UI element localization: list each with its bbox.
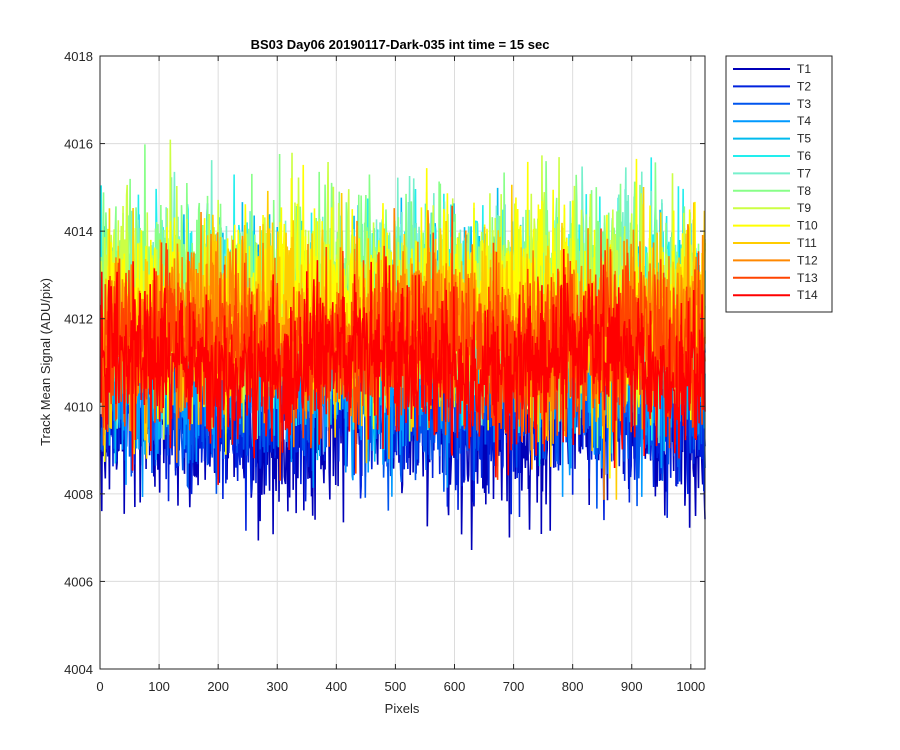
y-tick-label: 4016	[64, 137, 93, 152]
legend-label-t2: T2	[797, 79, 811, 93]
y-tick-label: 4012	[64, 312, 93, 327]
x-tick-label: 500	[385, 679, 407, 694]
legend-box	[725, 55, 833, 313]
y-tick-label: 4010	[64, 399, 93, 414]
legend-label-t7: T7	[797, 166, 811, 180]
x-tick-label: 700	[503, 679, 525, 694]
legend-label-t4: T4	[797, 114, 811, 128]
x-tick-label: 900	[621, 679, 643, 694]
legend-label-t8: T8	[797, 184, 811, 198]
x-tick-label: 400	[325, 679, 347, 694]
x-axis-label: Pixels	[385, 701, 420, 716]
legend-label-t12: T12	[797, 253, 818, 267]
y-axis-label: Track Mean Signal (ADU/pix)	[38, 278, 53, 446]
x-tick-label: 1000	[676, 679, 705, 694]
series-line-t14	[99, 248, 706, 485]
legend-label-t13: T13	[797, 271, 818, 285]
legend-label-t1: T1	[797, 62, 811, 76]
legend-label-t14: T14	[797, 288, 818, 302]
plot-frame	[99, 55, 706, 670]
x-tick-label: 200	[207, 679, 229, 694]
x-tick-label: 300	[266, 679, 288, 694]
legend-label-t11: T11	[797, 236, 817, 250]
legend-label-t10: T10	[797, 219, 818, 233]
chart-title: BS03 Day06 20190117-Dark-035 int time = …	[251, 37, 550, 52]
legend-label-t6: T6	[797, 149, 811, 163]
x-tick-label: 0	[96, 679, 103, 694]
legend-label-t5: T5	[797, 132, 811, 146]
y-tick-label: 4018	[64, 49, 93, 64]
x-tick-label: 800	[562, 679, 584, 694]
y-tick-label: 4008	[64, 487, 93, 502]
x-tick-label: 100	[148, 679, 170, 694]
y-tick-label: 4014	[64, 224, 93, 239]
x-tick-label: 600	[444, 679, 466, 694]
series-group	[99, 139, 706, 550]
axis-ticks: 0 100 200 300 400 500 600 700 800 900 1000 4004 4006…	[64, 49, 705, 694]
legend-label-t9: T9	[797, 201, 811, 215]
legend-label-t3: T3	[797, 97, 811, 111]
y-tick-label: 4004	[64, 662, 93, 677]
y-tick-label: 4006	[64, 574, 93, 589]
legend: T1 T2 T3 T4 T5 T6 T7 T8 T9 T10 T11 T12 T13 T14	[725, 55, 833, 313]
